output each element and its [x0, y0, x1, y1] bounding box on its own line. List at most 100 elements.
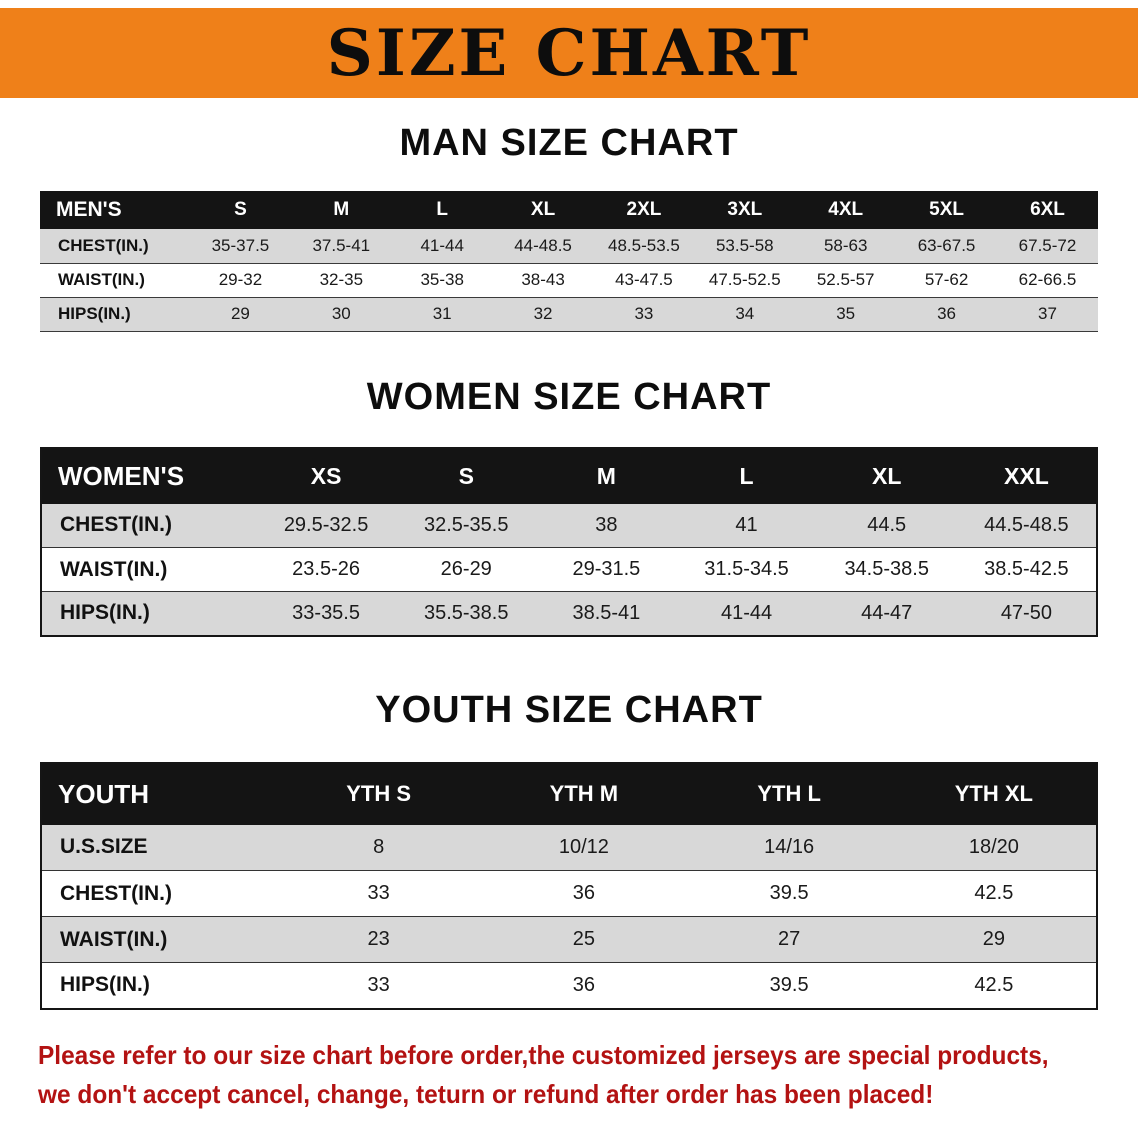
size-value-cell: 29-32 [218, 270, 263, 289]
size-value-cell: 39.5 [769, 973, 809, 996]
size-value-cell: 58-63 [823, 235, 868, 255]
table-corner-label: WOMEN'S [41, 447, 256, 504]
size-value-cell: 35 [836, 304, 856, 323]
size-value-cell: 42.5 [974, 882, 1014, 904]
size-value-cell: 34.5-38.5 [844, 558, 929, 580]
row-label: HIPS(IN.) [60, 973, 150, 997]
size-value-cell: 48.5-53.5 [608, 235, 680, 255]
table-row: CHEST(IN.) 33 36 39.5 42.5 [41, 870, 1097, 917]
size-value-cell: 29 [982, 928, 1005, 950]
size-value-cell: 67.5-72 [1018, 235, 1077, 255]
table-row: HIPS(IN.) 29 30 31 32 33 34 35 36 37 [40, 297, 1098, 331]
size-value-cell: 42.5 [974, 973, 1014, 996]
size-value-cell: 39.5 [769, 882, 809, 904]
row-label: HIPS(IN.) [58, 304, 131, 323]
size-value-cell: 27 [778, 928, 801, 950]
size-column-header: XL [816, 447, 957, 504]
size-value-cell: 47.5-52.5 [708, 270, 781, 289]
size-column-header: 2XL [593, 191, 695, 229]
size-value-cell: 35-38 [420, 270, 464, 289]
notice-line-2: we don't accept cancel, change, teturn o… [38, 1078, 934, 1109]
size-value-cell: 43-47.5 [615, 270, 673, 289]
size-column-header: XL [492, 191, 594, 229]
size-value-cell: 44.5 [867, 513, 907, 536]
size-value-cell: 63-67.5 [917, 235, 976, 255]
size-value-cell: 37.5-41 [312, 235, 371, 255]
row-label: U.S.SIZE [60, 835, 148, 859]
size-value-cell: 36 [572, 973, 595, 996]
row-label: CHEST(IN.) [60, 881, 172, 905]
size-value-cell: 10/12 [558, 835, 609, 858]
size-value-cell: 37 [1038, 304, 1057, 323]
size-value-cell: 44-47 [861, 601, 913, 624]
size-value-cell: 38.5-42.5 [984, 558, 1069, 580]
size-value-cell: 36 [572, 882, 595, 904]
notice-line-1: Please refer to our size chart before or… [38, 1039, 1049, 1070]
size-column-header: S [396, 447, 537, 504]
size-value-cell: 36 [937, 304, 957, 323]
size-value-cell: 34 [735, 304, 755, 323]
size-value-cell: 25 [572, 928, 595, 950]
size-value-cell: 33 [367, 973, 390, 996]
size-value-cell: 18/20 [968, 835, 1019, 858]
table-corner-label: YOUTH [41, 762, 276, 825]
size-value-cell: 57-62 [924, 270, 969, 289]
size-value-cell: 47-50 [1000, 601, 1052, 624]
size-value-cell: 35.5-38.5 [423, 601, 509, 624]
size-value-cell: 26-29 [440, 558, 492, 580]
banner-title: SIZE CHART [326, 15, 812, 91]
size-column-header: M [290, 191, 392, 229]
size-value-cell: 29-31.5 [572, 558, 641, 580]
size-column-header: L [391, 191, 493, 229]
row-label: CHEST(IN.) [60, 513, 172, 537]
size-value-cell: 41 [735, 513, 758, 536]
size-column-header: S [190, 191, 291, 229]
size-column-header: 6XL [997, 191, 1098, 229]
size-value-cell: 38-43 [521, 270, 565, 289]
table-row: WAIST(IN.) 23 25 27 29 [41, 916, 1097, 963]
women-size-table: WOMEN'S XS S M L XL XXL CHEST(IN.) 29.5-32.5 32.5… [40, 446, 1098, 637]
size-value-cell: 41-44 [720, 601, 773, 624]
size-value-cell: 44.5-48.5 [984, 513, 1069, 536]
table-row: WAIST(IN.) 23.5-26 26-29 29-31.5 31.5-34.5 34… [41, 547, 1097, 592]
size-value-cell: 29.5-32.5 [283, 513, 369, 536]
youth-size-chart-heading: YOUTH SIZE CHART [375, 688, 763, 731]
size-value-cell: 31.5-34.5 [704, 558, 789, 580]
size-value-cell: 29 [230, 304, 250, 323]
size-column-header: L [676, 447, 817, 504]
men-size-table: MEN'S S M L XL 2XL 3XL 4XL 5XL 6XL CHEST(IN.) 35-37… [40, 191, 1098, 332]
size-value-cell: 52.5-57 [816, 270, 875, 289]
size-column-header: XXL [956, 447, 1097, 504]
row-label: WAIST(IN.) [60, 557, 168, 581]
size-value-cell: 23 [367, 928, 390, 950]
row-label: CHEST(IN.) [58, 235, 149, 255]
size-chart-banner: SIZE CHART [0, 8, 1138, 98]
table-row: WAIST(IN.) 29-32 32-35 35-38 38-43 43-47.5 47.… [40, 263, 1098, 297]
size-column-header: YTH M [481, 762, 687, 825]
size-value-cell: 32.5-35.5 [423, 513, 509, 536]
table-header-row: WOMEN'S XS S M L XL XXL [41, 447, 1097, 504]
row-label: HIPS(IN.) [60, 601, 150, 625]
size-value-cell: 41-44 [420, 235, 464, 255]
size-value-cell: 31 [432, 304, 452, 323]
table-header-row: YOUTH YTH S YTH M YTH L YTH XL [41, 762, 1097, 825]
size-column-header: 3XL [694, 191, 796, 229]
size-value-cell: 30 [331, 304, 351, 323]
size-column-header: 5XL [896, 191, 997, 229]
table-row: CHEST(IN.) 35-37.5 37.5-41 41-44 44-48.5 48.5… [40, 229, 1098, 263]
size-value-cell: 38 [595, 513, 618, 536]
table-row: CHEST(IN.) 29.5-32.5 32.5-35.5 38 41 44.5 44.5… [41, 503, 1097, 548]
size-value-cell: 14/16 [764, 835, 815, 858]
size-value-cell: 53.5-58 [715, 235, 774, 255]
table-corner-label: MEN'S [40, 191, 190, 229]
man-size-chart-heading: MAN SIZE CHART [399, 122, 739, 164]
size-column-header: YTH S [276, 762, 482, 825]
size-value-cell: 38.5-41 [572, 601, 641, 624]
size-column-header: XS [256, 447, 397, 504]
order-notice: Please refer to our size chart before or… [38, 1036, 1138, 1114]
row-label: WAIST(IN.) [60, 927, 168, 951]
size-value-cell: 35-37.5 [211, 235, 270, 255]
row-label: WAIST(IN.) [58, 270, 145, 289]
table-row: HIPS(IN.) 33 36 39.5 42.5 [41, 962, 1097, 1009]
size-column-header: M [536, 447, 677, 504]
